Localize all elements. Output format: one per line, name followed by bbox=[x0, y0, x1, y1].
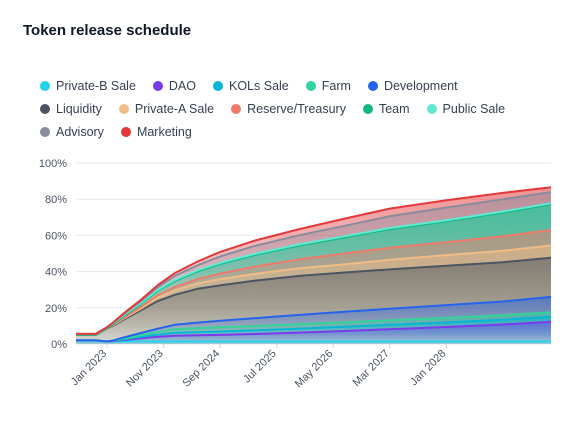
legend-item-reserve-treasury[interactable]: Reserve/Treasury bbox=[231, 102, 346, 116]
legend-row: Advisory Marketing bbox=[40, 120, 560, 143]
chart-legend: Private-B Sale DAO KOLs Sale Farm Develo… bbox=[40, 74, 560, 143]
x-tick-label: Nov 2023 bbox=[124, 348, 166, 390]
legend-label: Private-B Sale bbox=[56, 78, 136, 93]
legend-label: DAO bbox=[168, 78, 196, 93]
legend-label: Reserve/Treasury bbox=[247, 101, 346, 116]
y-tick-label: 20% bbox=[45, 303, 67, 315]
legend-swatch-icon bbox=[40, 103, 50, 114]
legend-swatch-icon bbox=[120, 126, 131, 137]
y-tick-label: 0% bbox=[51, 339, 67, 351]
legend-label: Team bbox=[378, 101, 410, 116]
legend-swatch-icon bbox=[231, 103, 242, 114]
legend-item-team[interactable]: Team bbox=[362, 101, 410, 116]
x-tick-label: Jan 2023 bbox=[69, 348, 109, 388]
legend-swatch-icon bbox=[305, 80, 316, 91]
legend-item-farm[interactable]: Farm bbox=[305, 78, 351, 93]
x-tick-label: Sep 2024 bbox=[181, 348, 223, 390]
legend-label: Marketing bbox=[136, 124, 192, 139]
legend-item-liquidity[interactable]: Liquidity bbox=[40, 102, 102, 116]
series-lines bbox=[76, 186, 552, 343]
legend-item-private-a-sale[interactable]: Private-A Sale bbox=[118, 101, 215, 116]
legend-row: Liquidity Private-A Sale Reserve/Treasur… bbox=[40, 97, 560, 120]
x-tick-label: Mar 2027 bbox=[351, 348, 392, 389]
y-tick-label: 100% bbox=[39, 158, 67, 170]
y-tick-label: 80% bbox=[45, 194, 67, 206]
x-tick-label: May 2026 bbox=[293, 348, 336, 391]
legend-swatch-icon bbox=[362, 103, 373, 114]
x-tick-label: Jul 2025 bbox=[241, 348, 279, 386]
series-line-marketing[interactable] bbox=[76, 186, 552, 335]
legend-row: Private-B Sale DAO KOLs Sale Farm Develo… bbox=[40, 74, 560, 97]
legend-label: Private-A Sale bbox=[134, 101, 215, 116]
y-tick-label: 40% bbox=[45, 267, 67, 279]
legend-swatch-icon bbox=[152, 80, 163, 91]
legend-label: Advisory bbox=[56, 124, 104, 139]
legend-label: Farm bbox=[321, 78, 351, 93]
x-tick-label: Jan 2028 bbox=[408, 348, 448, 388]
legend-label: Development bbox=[383, 78, 458, 93]
legend-swatch-icon bbox=[40, 80, 50, 91]
legend-item-kols-sale[interactable]: KOLs Sale bbox=[213, 79, 289, 93]
legend-item-advisory[interactable]: Advisory bbox=[40, 125, 104, 139]
legend-label: Liquidity bbox=[56, 101, 102, 116]
series-line-development[interactable] bbox=[76, 295, 552, 343]
legend-label: Public Sale bbox=[442, 101, 506, 116]
legend-item-public-sale[interactable]: Public Sale bbox=[426, 101, 506, 116]
legend-swatch-icon bbox=[426, 103, 437, 114]
legend-item-private-b-sale[interactable]: Private-B Sale bbox=[40, 79, 136, 93]
legend-swatch-icon bbox=[213, 80, 223, 91]
legend-swatch-icon bbox=[367, 80, 378, 91]
legend-item-marketing[interactable]: Marketing bbox=[120, 124, 192, 139]
y-tick-label: 60% bbox=[45, 230, 67, 242]
chart-title: Token release schedule bbox=[23, 22, 192, 39]
legend-item-dao[interactable]: DAO bbox=[152, 78, 196, 93]
legend-swatch-icon bbox=[40, 126, 50, 137]
legend-label: KOLs Sale bbox=[229, 78, 289, 93]
series-line-private-b-sale[interactable] bbox=[76, 339, 551, 343]
legend-swatch-icon bbox=[118, 103, 129, 114]
legend-item-development[interactable]: Development bbox=[367, 78, 458, 93]
